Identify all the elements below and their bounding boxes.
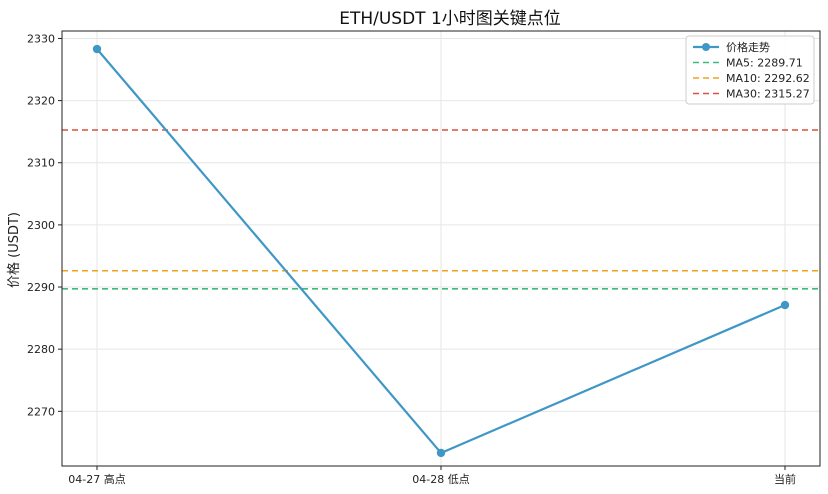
y-axis-label: 价格 (USDT) [6, 212, 22, 288]
legend-label: MA30: 2315.27 [726, 88, 810, 101]
chart-title: ETH/USDT 1小时图关键点位 [339, 9, 561, 29]
data-point [436, 448, 446, 458]
y-tick-label: 2300 [27, 219, 55, 232]
data-point [780, 300, 790, 310]
x-tick-label: 04-28 低点 [412, 473, 469, 486]
x-axis: 04-27 高点 04-28 低点 当前 [68, 466, 796, 486]
x-tick-label: 当前 [774, 472, 796, 486]
y-tick-label: 2290 [27, 281, 55, 294]
legend-label: 价格走势 [726, 40, 770, 54]
series-layer [92, 44, 790, 458]
reference-lines [62, 129, 820, 290]
legend-marker [702, 43, 710, 51]
y-tick-label: 2280 [27, 343, 55, 356]
y-tick-label: 2270 [27, 405, 55, 418]
legend-label: MA5: 2289.71 [726, 57, 803, 70]
data-point [92, 44, 102, 54]
grid [62, 31, 820, 466]
legend-label: MA10: 2292.62 [726, 72, 810, 85]
y-axis: 2270 2280 2290 2300 2310 2320 2330 [27, 32, 62, 418]
y-tick-label: 2330 [27, 32, 55, 45]
x-tick-label: 04-27 高点 [68, 472, 125, 486]
legend: 价格走势 MA5: 2289.71 MA10: 2292.62 MA30: 2315.… [685, 35, 815, 105]
legend-box [685, 35, 815, 105]
y-tick-label: 2320 [27, 95, 55, 108]
y-tick-label: 2310 [27, 157, 55, 170]
